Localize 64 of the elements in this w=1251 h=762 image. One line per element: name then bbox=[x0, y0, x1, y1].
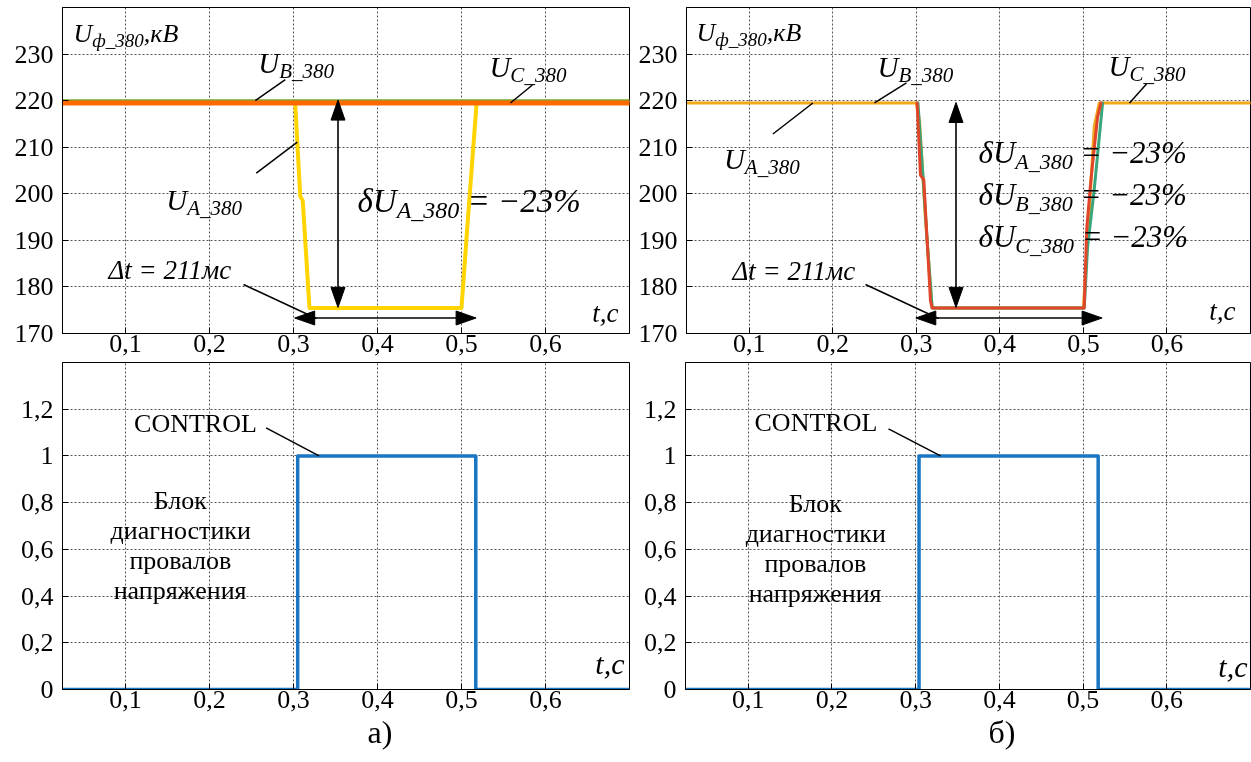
text: б) bbox=[988, 713, 1016, 750]
x-tick-label: 0,2 bbox=[816, 328, 849, 358]
y-tick-label: 0,8 bbox=[644, 488, 677, 518]
x-tick-label: 0,2 bbox=[193, 684, 226, 714]
y-tick-label: 0 bbox=[40, 675, 54, 704]
y-tick-label: 1 bbox=[40, 441, 54, 471]
annotation: Δt = 211мс bbox=[107, 254, 232, 285]
x-tick-label: 0,1 bbox=[732, 684, 765, 714]
y-tick-label: 180 bbox=[638, 272, 678, 302]
x-tick-label: 0,5 bbox=[1066, 684, 1100, 714]
y-tick-label: 0,8 bbox=[21, 488, 54, 518]
y-tick-label: 1 bbox=[663, 441, 677, 471]
x-tick-label: 0,3 bbox=[900, 328, 933, 358]
y-tick-label: 0,6 bbox=[21, 534, 54, 564]
y-tick-label: 1,2 bbox=[644, 394, 677, 424]
x-tick-label: 0,2 bbox=[193, 328, 226, 358]
text: а) bbox=[367, 713, 393, 750]
series-label: CONTROL bbox=[134, 409, 257, 439]
x-tick-label: 0,3 bbox=[277, 328, 310, 358]
x-axis-title: t,с bbox=[1209, 295, 1236, 326]
x-tick-label: 0,5 bbox=[445, 328, 478, 358]
y-tick-label: 0,2 bbox=[21, 628, 54, 658]
x-tick-label: 0,3 bbox=[277, 684, 310, 714]
x-tick-label: 0,3 bbox=[899, 684, 932, 714]
y-tick-label: 0 bbox=[663, 675, 677, 704]
y-tick-label: 0,6 bbox=[644, 534, 677, 564]
annotation: Δt = 211мс bbox=[731, 255, 856, 286]
y-tick-label: 210 bbox=[14, 132, 54, 162]
y-tick-label: 230 bbox=[638, 39, 678, 69]
y-tick-label: 0,2 bbox=[644, 628, 677, 658]
x-tick-label: 0,6 bbox=[529, 684, 562, 714]
y-tick-label: 170 bbox=[14, 319, 54, 348]
y-tick-label: 220 bbox=[638, 86, 678, 116]
x-axis-title: t,с bbox=[1218, 650, 1248, 683]
y-tick-label: 170 bbox=[638, 319, 678, 348]
x-tick-label: 0,4 bbox=[361, 328, 394, 358]
y-tick-label: 0,4 bbox=[644, 581, 677, 611]
x-tick-label: 0,1 bbox=[109, 328, 142, 358]
series-label: CONTROL bbox=[754, 408, 878, 438]
y-tick-label: 0,4 bbox=[21, 581, 54, 611]
x-axis-title: t,с bbox=[592, 297, 619, 328]
y-tick-label: 200 bbox=[14, 179, 54, 209]
x-tick-label: 0,5 bbox=[445, 684, 478, 714]
y-tick-label: 1,2 bbox=[21, 394, 54, 424]
x-axis-title: t,с bbox=[595, 647, 625, 680]
annotation: Блок диагностики провалов напряжения bbox=[110, 486, 251, 606]
y-tick-label: 200 bbox=[638, 179, 678, 209]
y-tick-label: 190 bbox=[14, 225, 54, 255]
x-tick-label: 0,1 bbox=[732, 328, 766, 358]
annotation: Блок диагностики провалов напряжения bbox=[745, 489, 886, 609]
x-tick-label: 0,2 bbox=[815, 684, 849, 714]
x-tick-label: 0,6 bbox=[529, 328, 562, 358]
x-tick-label: 0,1 bbox=[109, 684, 142, 714]
x-tick-label: 0,4 bbox=[983, 684, 1016, 714]
y-tick-label: 220 bbox=[14, 86, 54, 116]
x-tick-label: 0,6 bbox=[1150, 684, 1184, 714]
x-tick-label: 0,4 bbox=[361, 684, 394, 714]
y-tick-label: 180 bbox=[14, 272, 54, 302]
x-tick-label: 0,4 bbox=[983, 328, 1017, 358]
y-tick-label: 230 bbox=[14, 39, 54, 69]
x-tick-label: 0,6 bbox=[1150, 328, 1184, 358]
y-tick-label: 210 bbox=[638, 132, 678, 162]
y-tick-label: 190 bbox=[638, 225, 678, 255]
x-tick-label: 0,5 bbox=[1067, 328, 1100, 358]
